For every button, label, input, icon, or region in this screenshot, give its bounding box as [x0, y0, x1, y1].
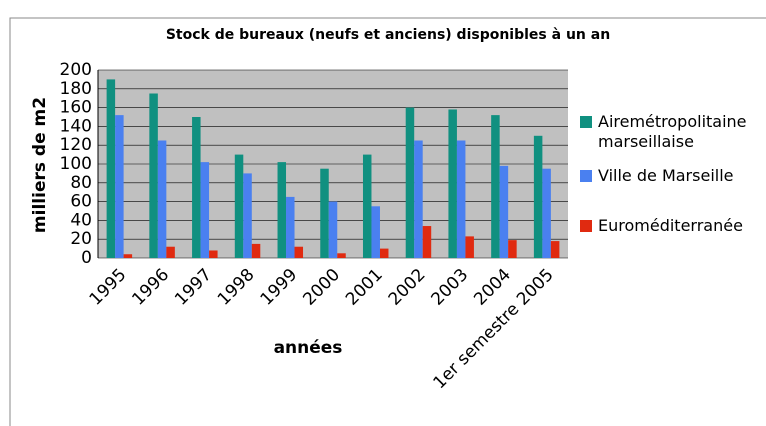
legend-label: Airemétropolitaine marseillaise — [598, 112, 747, 151]
bar — [414, 140, 423, 258]
bar — [115, 115, 124, 259]
bar — [362, 154, 372, 258]
y-tick-label: 40 — [70, 210, 92, 230]
bar — [465, 236, 474, 258]
bar — [371, 206, 380, 258]
legend-item: Ville de Marseille — [580, 166, 760, 186]
chart-title: Stock de bureaux (neufs et anciens) disp… — [166, 27, 610, 43]
y-tick-label: 160 — [60, 98, 92, 118]
bar — [448, 109, 457, 258]
y-tick-label: 0 — [81, 248, 92, 268]
bar — [422, 226, 432, 258]
bar — [106, 79, 116, 259]
bar — [550, 241, 560, 258]
bar — [157, 140, 167, 258]
legend: Airemétropolitaine marseillaise Ville de … — [580, 112, 760, 250]
bar — [243, 173, 252, 258]
x-axis-label: années — [274, 338, 343, 358]
bar — [200, 162, 210, 258]
bar — [379, 248, 389, 258]
y-axis-label: milliers de m2 — [30, 97, 50, 233]
bar — [166, 246, 175, 258]
bar — [499, 165, 509, 258]
legend-swatch — [580, 116, 592, 128]
bar — [277, 162, 287, 258]
y-tick-label: 200 — [60, 60, 92, 80]
bar — [328, 201, 338, 258]
bar — [405, 107, 415, 258]
bar — [542, 168, 551, 258]
bar — [533, 135, 543, 258]
legend-item: Airemétropolitaine marseillaise — [580, 112, 758, 152]
bar — [251, 243, 261, 258]
y-tick-label: 60 — [70, 192, 92, 212]
bar — [286, 196, 295, 258]
legend-label: Ville de Marseille — [598, 166, 734, 185]
legend-swatch — [580, 170, 592, 182]
y-tick-label: 100 — [60, 154, 92, 174]
y-tick-label: 80 — [70, 173, 92, 193]
bar — [294, 246, 304, 258]
bar — [337, 253, 346, 258]
bar — [456, 140, 466, 258]
bar — [209, 250, 218, 258]
legend-swatch — [580, 220, 592, 232]
legend-label: Euroméditerranée — [598, 216, 743, 235]
legend-item: Euroméditerranée — [580, 216, 760, 236]
y-tick-label: 120 — [60, 135, 92, 155]
bar — [508, 240, 517, 258]
y-tick-label: 140 — [60, 116, 92, 136]
bar — [123, 254, 133, 258]
bar — [234, 154, 244, 258]
bar — [491, 115, 500, 259]
y-tick-label: 20 — [70, 229, 92, 249]
y-tick-label: 180 — [60, 79, 92, 99]
bar — [320, 168, 329, 258]
bar — [192, 117, 201, 258]
bar — [149, 93, 158, 258]
